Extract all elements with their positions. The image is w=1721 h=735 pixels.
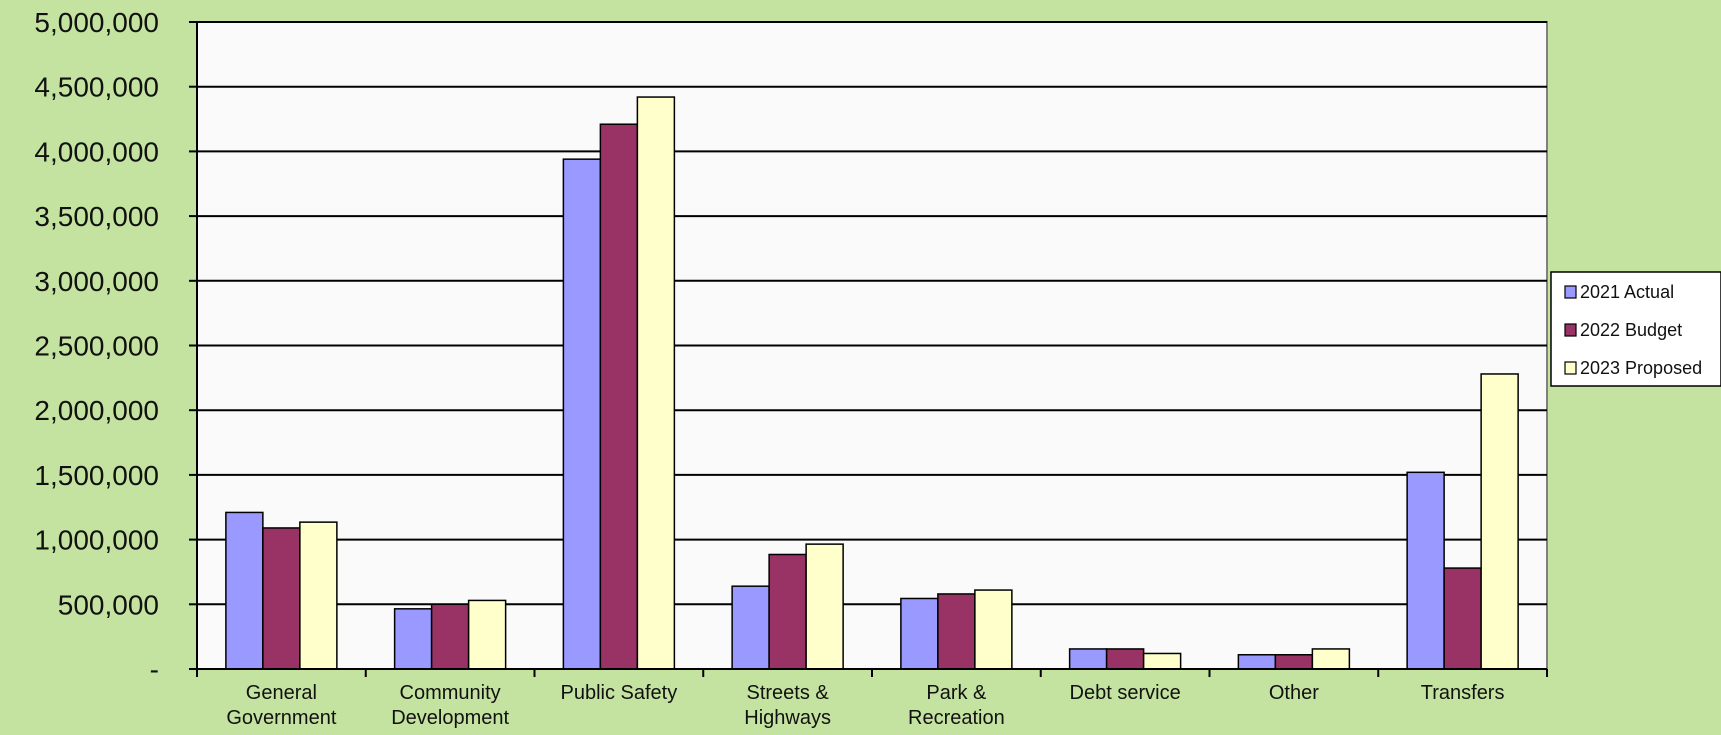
x-tick-label: Streets & xyxy=(746,682,829,704)
bar xyxy=(467,599,507,670)
bar xyxy=(636,96,676,670)
y-tick-label: 5,000,000 xyxy=(34,7,159,38)
bar xyxy=(599,123,639,670)
x-axis: General Government Community Development Pub… xyxy=(196,668,1548,729)
bar xyxy=(1480,373,1519,670)
y-tick-label: - xyxy=(150,654,159,685)
y-tick-label: 500,000 xyxy=(58,589,159,620)
y-axis: - 500,000 1,000,000 1,500,000 2,000,000 2,500… xyxy=(34,7,198,685)
y-tick-label: 2,500,000 xyxy=(34,331,159,362)
legend-label: 2023 Proposed xyxy=(1580,358,1702,378)
bar xyxy=(1142,652,1182,670)
y-tick-label: 3,000,000 xyxy=(34,266,159,297)
legend-label: 2021 Actual xyxy=(1580,282,1674,302)
x-tick-label: Other xyxy=(1269,682,1319,704)
x-tick-label: General xyxy=(246,682,317,704)
bar xyxy=(393,608,433,670)
bar xyxy=(1406,471,1445,670)
bar xyxy=(262,527,301,670)
x-tick-label: Government xyxy=(226,707,336,729)
x-tick-label: Park & xyxy=(926,682,987,704)
bar xyxy=(805,543,844,670)
legend: 2021 Actual 2022 Budget 2023 Proposed xyxy=(1550,271,1721,387)
bar xyxy=(299,521,338,670)
bar xyxy=(562,158,602,670)
bar xyxy=(974,589,1013,670)
x-tick-label: Public Safety xyxy=(561,682,678,704)
bar xyxy=(731,585,770,670)
bar xyxy=(768,553,807,670)
bar xyxy=(1068,648,1108,670)
legend-swatch xyxy=(1564,285,1577,299)
y-tick-label: 1,500,000 xyxy=(34,460,159,491)
bar xyxy=(900,597,939,670)
x-tick-label: Highways xyxy=(744,707,831,729)
bars xyxy=(225,96,1519,670)
bar xyxy=(1443,567,1482,670)
bar xyxy=(937,593,976,670)
bar xyxy=(1237,654,1277,670)
bar xyxy=(225,511,264,670)
y-tick-label: 4,000,000 xyxy=(34,136,159,167)
x-tick-label: Transfers xyxy=(1421,682,1505,704)
y-tick-label: 2,000,000 xyxy=(34,395,159,426)
bar xyxy=(430,603,470,670)
y-tick-label: 1,000,000 xyxy=(34,525,159,556)
gridlines xyxy=(197,21,1547,606)
x-tick-label: Recreation xyxy=(908,707,1005,729)
legend-swatch xyxy=(1564,361,1577,375)
y-tick-label: 3,500,000 xyxy=(34,201,159,232)
legend-swatch xyxy=(1564,323,1577,337)
y-tick-label: 4,500,000 xyxy=(34,72,159,103)
bar xyxy=(1274,654,1314,670)
x-tick-label: Debt service xyxy=(1070,682,1181,704)
bar xyxy=(1311,648,1351,670)
legend-label: 2022 Budget xyxy=(1580,320,1682,340)
x-tick-label: Development xyxy=(391,707,509,729)
bar xyxy=(1105,648,1145,670)
legend-box xyxy=(1550,271,1721,387)
x-tick-label: Community xyxy=(400,682,501,704)
